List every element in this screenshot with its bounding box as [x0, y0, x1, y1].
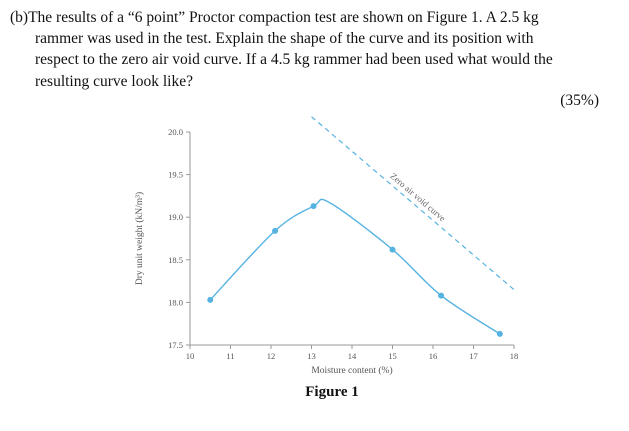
question-line: (b)The results of a “6 point” Proctor co… — [10, 9, 539, 26]
zero-air-void-line — [311, 116, 515, 291]
x-tick-label: 10 — [186, 351, 195, 361]
question-line: rammer was used in the test. Explain the… — [35, 30, 534, 48]
zero-air-void-label: Zero air void curve — [388, 171, 447, 224]
compaction-curve — [209, 198, 501, 335]
data-point — [389, 246, 396, 253]
x-tick-label: 12 — [267, 351, 276, 361]
x-tick-label: 18 — [510, 351, 519, 361]
figure-caption: Figure 1 — [305, 383, 359, 400]
data-point — [272, 227, 279, 234]
data-point — [496, 330, 503, 337]
y-axis-title: Dry unit weight (kN/m³) — [134, 192, 145, 285]
marks-label: (35%) — [560, 91, 599, 109]
x-tick-label: 11 — [226, 351, 234, 361]
question-text: (b)The results of a “6 point” Proctor co… — [10, 7, 617, 92]
y-tick-label: 18.5 — [168, 255, 183, 265]
data-point — [310, 203, 317, 210]
data-point — [438, 292, 445, 299]
question-line: resulting curve look like? — [35, 72, 193, 90]
x-tick-label: 15 — [388, 351, 397, 361]
y-tick-label: 20.0 — [168, 127, 183, 137]
y-tick-label: 19.0 — [168, 212, 183, 222]
y-tick-label: 17.5 — [168, 340, 183, 350]
x-tick-label: 13 — [307, 351, 316, 361]
question-line: respect to the zero air void curve. If a… — [35, 51, 553, 69]
x-tick-label: 17 — [469, 351, 478, 361]
x-tick-label: 14 — [348, 351, 357, 361]
x-tick-label: 16 — [429, 351, 438, 361]
y-tick-label: 18.0 — [168, 297, 183, 307]
y-tick-label: 19.5 — [168, 170, 183, 180]
figure-1: 17.5 18.0 18.5 19.0 19.5 20.0 10 11 12 13 14 15 16 17… — [122, 110, 562, 401]
proctor-compaction-chart: 17.5 18.0 18.5 19.0 19.5 20.0 10 11 12 13 14 15 16 17… — [134, 116, 519, 376]
x-axis-title: Moisture content (%) — [311, 365, 392, 376]
data-point — [207, 296, 214, 303]
